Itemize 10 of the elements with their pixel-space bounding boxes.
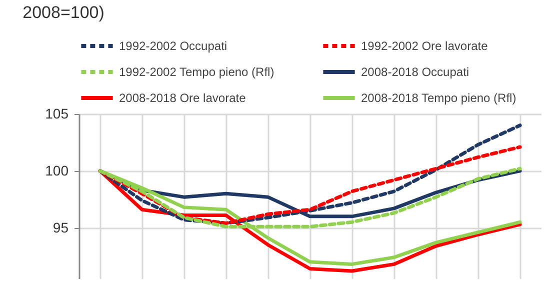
- y-tick-label: 105: [45, 106, 69, 122]
- legend-label: 2008-2018 Ore lavorate: [119, 91, 246, 105]
- legend-label: 1992-2002 Ore lavorate: [361, 39, 488, 53]
- chart-title: 2008=100): [22, 3, 104, 22]
- legend-label: 2008-2018 Occupati: [361, 65, 470, 79]
- y-tick-label: 100: [45, 162, 69, 178]
- legend-label: 1992-2002 Occupati: [119, 39, 228, 53]
- y-tick-label: 95: [52, 219, 69, 236]
- legend-label: 1992-2002 Tempo pieno (Rfl): [119, 65, 274, 79]
- legend-label: 2008-2018 Tempo pieno (Rfl): [361, 91, 516, 105]
